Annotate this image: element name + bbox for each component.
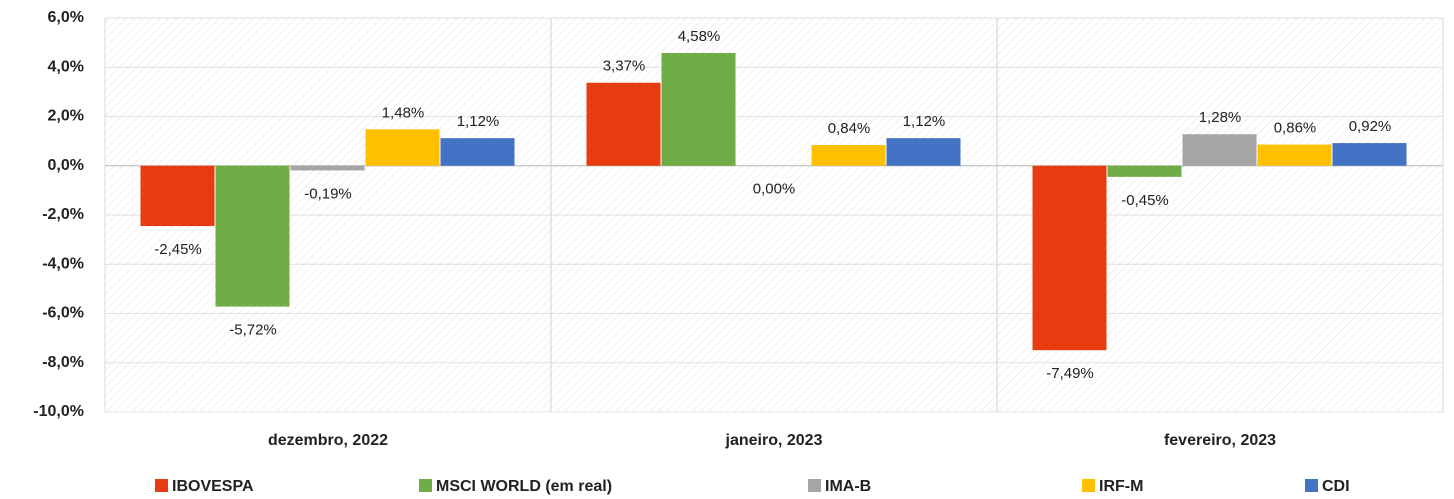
bar xyxy=(290,165,365,171)
bar xyxy=(1332,143,1407,166)
legend-swatch xyxy=(808,479,821,492)
data-label: 1,12% xyxy=(457,113,500,130)
legend-swatch xyxy=(1305,479,1318,492)
legend-swatch xyxy=(1082,479,1095,492)
data-label: 0,00% xyxy=(753,181,796,198)
y-tick-label: 4,0% xyxy=(48,58,84,75)
y-tick-label: -4,0% xyxy=(42,255,84,272)
bar xyxy=(811,145,886,166)
legend-label: IBOVESPA xyxy=(172,478,254,495)
data-label: -7,49% xyxy=(1046,365,1094,382)
data-label: -2,45% xyxy=(154,241,202,258)
data-label: 0,84% xyxy=(828,120,871,137)
data-label: 1,12% xyxy=(903,113,946,130)
data-label: 4,58% xyxy=(678,28,721,45)
x-tick-label: janeiro, 2023 xyxy=(725,432,823,449)
y-tick-label: -8,0% xyxy=(42,354,84,371)
bar xyxy=(140,165,215,227)
legend-label: IMA-B xyxy=(825,478,871,495)
y-tick-label: -10,0% xyxy=(33,403,84,420)
bar xyxy=(1182,134,1257,166)
bar xyxy=(215,165,290,307)
y-tick-label: 0,0% xyxy=(48,157,84,174)
bar xyxy=(1032,165,1107,351)
y-tick-label: 6,0% xyxy=(48,9,84,26)
legend-swatch xyxy=(419,479,432,492)
data-label: -0,45% xyxy=(1121,192,1169,209)
data-label: -0,19% xyxy=(304,185,352,202)
y-tick-label: -2,0% xyxy=(42,206,84,223)
x-tick-label: dezembro, 2022 xyxy=(268,432,388,449)
data-label: 0,92% xyxy=(1349,118,1392,135)
legend-label: CDI xyxy=(1322,478,1350,495)
data-label: 1,48% xyxy=(382,104,425,121)
bar xyxy=(1257,144,1332,166)
data-label: 3,37% xyxy=(603,58,646,75)
bar xyxy=(440,138,515,166)
data-label: 1,28% xyxy=(1199,109,1242,126)
legend-label: IRF-M xyxy=(1099,478,1143,495)
data-label: -5,72% xyxy=(229,322,277,339)
legend-label: MSCI WORLD (em real) xyxy=(436,478,612,495)
bar xyxy=(1107,165,1182,177)
y-tick-label: -6,0% xyxy=(42,305,84,322)
legend-swatch xyxy=(155,479,168,492)
bar xyxy=(661,52,736,166)
y-tick-label: 2,0% xyxy=(48,108,84,125)
bar xyxy=(586,82,661,166)
x-tick-label: fevereiro, 2023 xyxy=(1164,432,1276,449)
data-label: 0,86% xyxy=(1274,120,1317,137)
bar xyxy=(365,129,440,166)
bar xyxy=(886,138,961,166)
